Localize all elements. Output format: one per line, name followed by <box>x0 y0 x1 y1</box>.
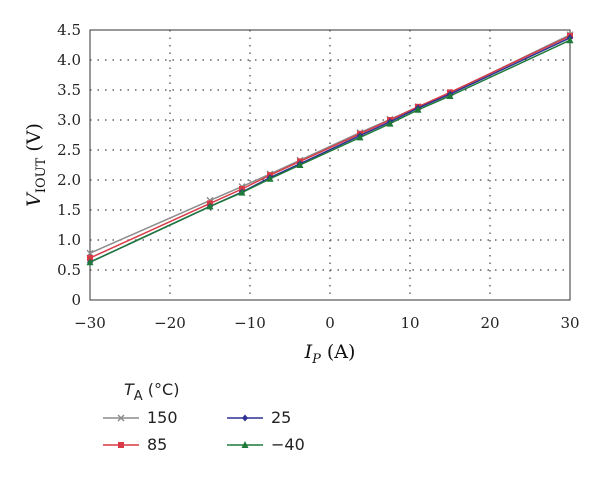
y-tick-label: 3.0 <box>57 111 81 129</box>
legend-title-main: T <box>124 380 135 399</box>
y-axis-label: VIOUT (V) <box>23 123 49 207</box>
x-axis-label-unit: (A) <box>321 341 356 363</box>
y-axis-label-unit: (V) <box>23 123 45 158</box>
data-point <box>414 105 422 113</box>
y-tick-label: 2.0 <box>57 171 81 189</box>
data-point <box>86 258 94 266</box>
legend: TA (°C) 150 25 85 −40 <box>103 380 305 454</box>
x-tick-label: 0 <box>325 314 335 332</box>
y-tick-label: 0 <box>71 291 81 309</box>
data-point <box>446 92 454 99</box>
series-line <box>89 39 571 263</box>
x-tick-label: −20 <box>154 314 186 332</box>
data-point <box>386 119 394 127</box>
legend-label: 85 <box>147 435 167 454</box>
x-tick-label: −30 <box>74 314 106 332</box>
legend-title: TA (°C) <box>124 380 179 404</box>
y-tick-label: 0.5 <box>57 261 81 279</box>
y-axis-label-main: V <box>23 191 45 207</box>
data-point <box>356 133 364 141</box>
legend-label: 150 <box>147 408 178 427</box>
series-m40 <box>86 36 574 266</box>
legend-item: 25 <box>227 408 291 427</box>
data-point <box>296 161 304 168</box>
y-tick-label: 1.5 <box>57 201 81 219</box>
x-axis-label: IP (A) <box>304 341 356 367</box>
y-axis-ticks: 0 0.5 1.0 1.5 2.0 2.5 3.0 3.5 4.0 4.5 <box>57 21 81 309</box>
x-tick-label: −10 <box>234 314 266 332</box>
x-tick-label: 30 <box>560 314 579 332</box>
legend-item: −40 <box>227 435 305 454</box>
legend-item: 85 <box>103 435 167 454</box>
data-point <box>241 441 249 448</box>
data-point <box>566 36 574 44</box>
series-line <box>89 35 571 259</box>
legend-label: 25 <box>271 408 291 427</box>
data-point <box>206 202 214 210</box>
y-axis-label-sub: IOUT <box>34 157 49 193</box>
data-point <box>266 174 274 182</box>
x-tick-label: 20 <box>480 314 499 332</box>
legend-label: −40 <box>271 435 305 454</box>
data-point <box>242 414 248 422</box>
x-axis-label-main: I <box>304 341 313 363</box>
data-point <box>118 442 124 448</box>
y-tick-label: 1.0 <box>57 231 81 249</box>
x-axis-label-sub: P <box>311 352 321 367</box>
plot-area-frame <box>89 29 571 301</box>
data-point <box>87 255 93 261</box>
y-tick-label: 3.5 <box>57 81 81 99</box>
series-85 <box>87 33 573 261</box>
data-point <box>238 188 246 196</box>
legend-title-unit: (°C) <box>143 380 180 399</box>
y-tick-label: 2.5 <box>57 141 81 159</box>
x-tick-label: 10 <box>400 314 419 332</box>
legend-title-sub: A <box>134 389 143 404</box>
data-point <box>117 414 125 422</box>
y-tick-label: 4.0 <box>57 51 81 69</box>
legend-item: 150 <box>103 408 178 427</box>
series-lines <box>86 31 574 266</box>
y-tick-label: 4.5 <box>57 21 81 39</box>
legend-items: 150 25 85 −40 <box>103 408 305 454</box>
x-axis-ticks: −30 −20 −10 0 10 20 30 <box>74 314 579 332</box>
